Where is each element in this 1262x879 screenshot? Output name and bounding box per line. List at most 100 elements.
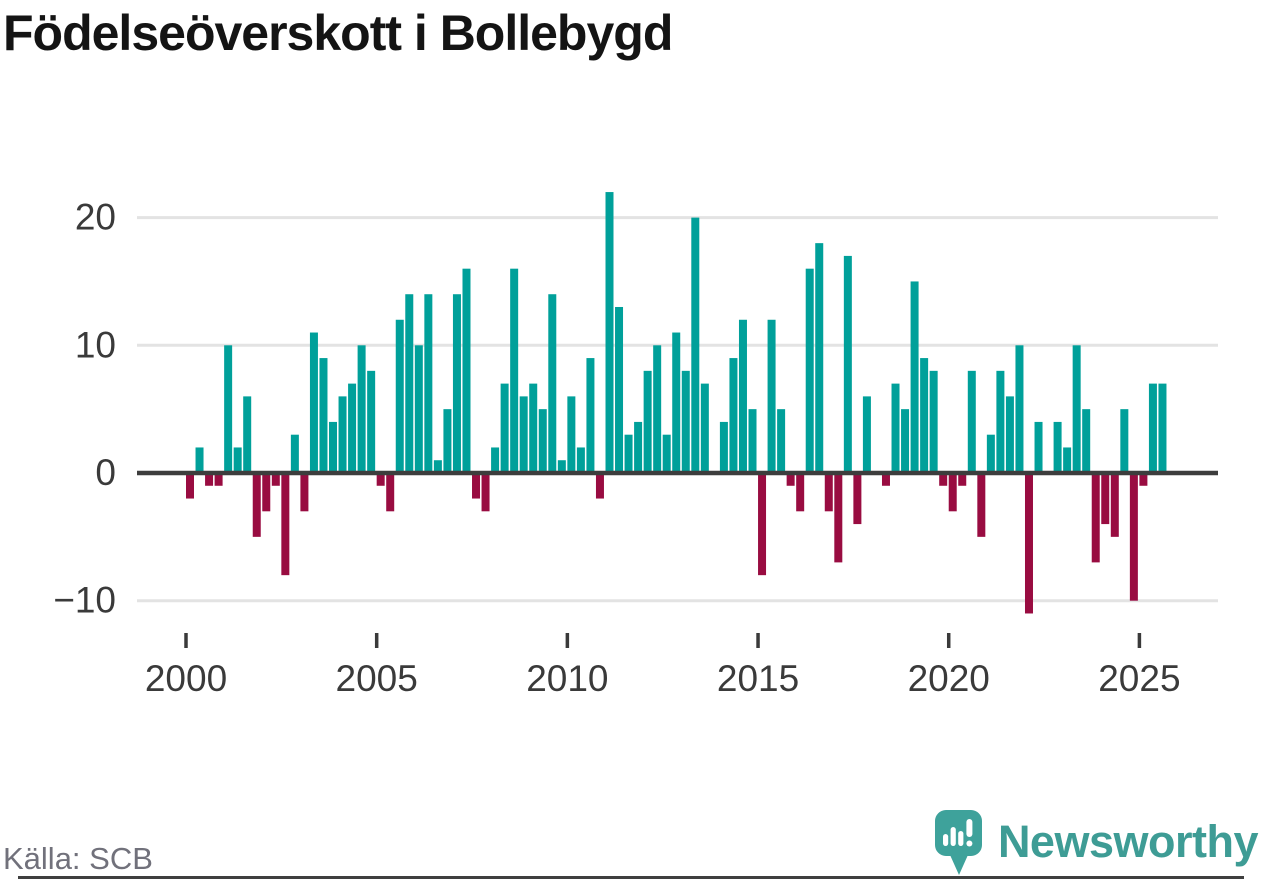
bar-2004-Q3	[357, 345, 366, 473]
bar-2005-Q2	[386, 473, 395, 512]
bar-2019-Q3	[929, 370, 938, 473]
bar-2010-Q3	[586, 358, 595, 473]
bar-2003-Q1	[300, 473, 309, 512]
bar-2017-Q1	[834, 473, 843, 563]
bar-2002-Q3	[281, 473, 290, 576]
bar-2000-Q4	[214, 473, 223, 486]
bar-2021-Q4	[1015, 345, 1024, 473]
bar-2024-Q4	[1129, 473, 1138, 601]
y-tick-label-20: 20	[75, 197, 116, 238]
bar-2019-Q4	[939, 473, 948, 486]
y-tick-label-0: 0	[95, 452, 116, 493]
bar-2016-Q2	[805, 268, 814, 473]
bar-2024-Q1	[1101, 473, 1110, 525]
bar-2016-Q4	[824, 473, 833, 512]
y-tick-label--10: −10	[53, 580, 116, 621]
exclamation-stem	[966, 818, 973, 837]
bar-2014-Q1	[719, 421, 728, 473]
x-tick-label-2005: 2005	[336, 658, 418, 699]
bar-2014-Q4	[748, 409, 757, 473]
bar-2021-Q1	[986, 434, 995, 473]
bar-2022-Q1	[1024, 473, 1033, 614]
bar-2022-Q4	[1053, 421, 1062, 473]
bar-2001-Q3	[243, 396, 252, 473]
exclamation-dot	[966, 840, 973, 846]
bar-2017-Q3	[853, 473, 862, 525]
bar-2022-Q2	[1034, 421, 1043, 473]
source-attribution: Källa: SCB	[3, 841, 153, 876]
bar-2009-Q1	[529, 383, 538, 473]
bar-2015-Q4	[786, 473, 795, 486]
bar-2020-Q1	[948, 473, 957, 512]
chart-title: Födelseöverskott i Bollebygd	[3, 5, 673, 61]
bar-2012-Q2	[653, 345, 662, 473]
bar-2001-Q2	[233, 447, 242, 473]
bar-2006-Q4	[443, 409, 452, 473]
bar-2025-Q2	[1148, 383, 1157, 473]
bar-2009-Q4	[557, 460, 566, 473]
bar-2005-Q4	[405, 294, 414, 473]
bar-2000-Q1	[186, 473, 194, 499]
x-tick-label-2025: 2025	[1098, 658, 1180, 699]
bar-2016-Q1	[796, 473, 805, 512]
bar-2001-Q4	[252, 473, 261, 537]
bar-2003-Q3	[319, 358, 328, 473]
bar-2011-Q3	[624, 434, 633, 473]
bar-2020-Q4	[977, 473, 986, 537]
bar-2000-Q2	[195, 447, 204, 473]
bar-2014-Q3	[738, 319, 747, 473]
bar-2011-Q1	[605, 192, 614, 473]
bar-2024-Q3	[1120, 409, 1129, 473]
bar-2008-Q1	[491, 447, 500, 473]
bar-2009-Q2	[538, 409, 547, 473]
bar-2013-Q2	[691, 217, 700, 473]
bar-2018-Q2	[881, 473, 890, 486]
bar-2025-Q1	[1139, 473, 1148, 486]
bar-2011-Q2	[615, 306, 624, 473]
bar-2010-Q1	[567, 396, 576, 473]
newsworthy-logo: Newsworthy	[934, 806, 1259, 878]
bar-2015-Q1	[758, 473, 767, 576]
bar-2004-Q2	[348, 383, 357, 473]
bar-2007-Q2	[462, 268, 471, 473]
bar-2003-Q4	[329, 421, 338, 473]
bar-2012-Q4	[672, 332, 681, 473]
bar-2018-Q4	[901, 409, 910, 473]
bar-2004-Q1	[338, 396, 347, 473]
bar-2021-Q3	[1005, 396, 1014, 473]
bar-2002-Q2	[271, 473, 280, 486]
bar-2010-Q2	[576, 447, 585, 473]
bar-glyph-1	[942, 833, 949, 846]
bar-2009-Q3	[548, 294, 557, 473]
bar-2005-Q1	[376, 473, 385, 486]
bar-2013-Q1	[681, 370, 690, 473]
bar-2002-Q4	[290, 434, 299, 473]
bar-2005-Q3	[395, 319, 404, 473]
bar-2011-Q4	[634, 421, 643, 473]
bottom-progress-bar	[18, 876, 1244, 879]
x-tick-label-2010: 2010	[526, 658, 608, 699]
bar-2007-Q3	[472, 473, 481, 499]
bar-2007-Q4	[481, 473, 490, 512]
bar-2021-Q2	[996, 370, 1005, 473]
bar-glyph-3	[958, 830, 964, 846]
bar-2006-Q2	[424, 294, 433, 473]
bar-2019-Q1	[910, 281, 919, 473]
bar-2024-Q2	[1110, 473, 1119, 537]
x-tick-label-2020: 2020	[908, 658, 990, 699]
bar-2020-Q2	[958, 473, 967, 486]
bar-2001-Q1	[224, 345, 233, 473]
bar-2012-Q1	[643, 370, 652, 473]
bar-2006-Q3	[433, 460, 442, 473]
newsworthy-wordmark: Newsworthy	[997, 816, 1259, 867]
bar-glyph-2	[950, 826, 956, 846]
bar-2006-Q1	[414, 345, 423, 473]
bar-2019-Q2	[920, 358, 929, 473]
bar-2023-Q3	[1082, 409, 1091, 473]
bar-2008-Q4	[519, 396, 528, 473]
bar-2020-Q3	[967, 370, 976, 473]
bar-2016-Q3	[815, 243, 824, 473]
x-tick-label-2000: 2000	[145, 658, 227, 699]
bar-2008-Q3	[510, 268, 519, 473]
